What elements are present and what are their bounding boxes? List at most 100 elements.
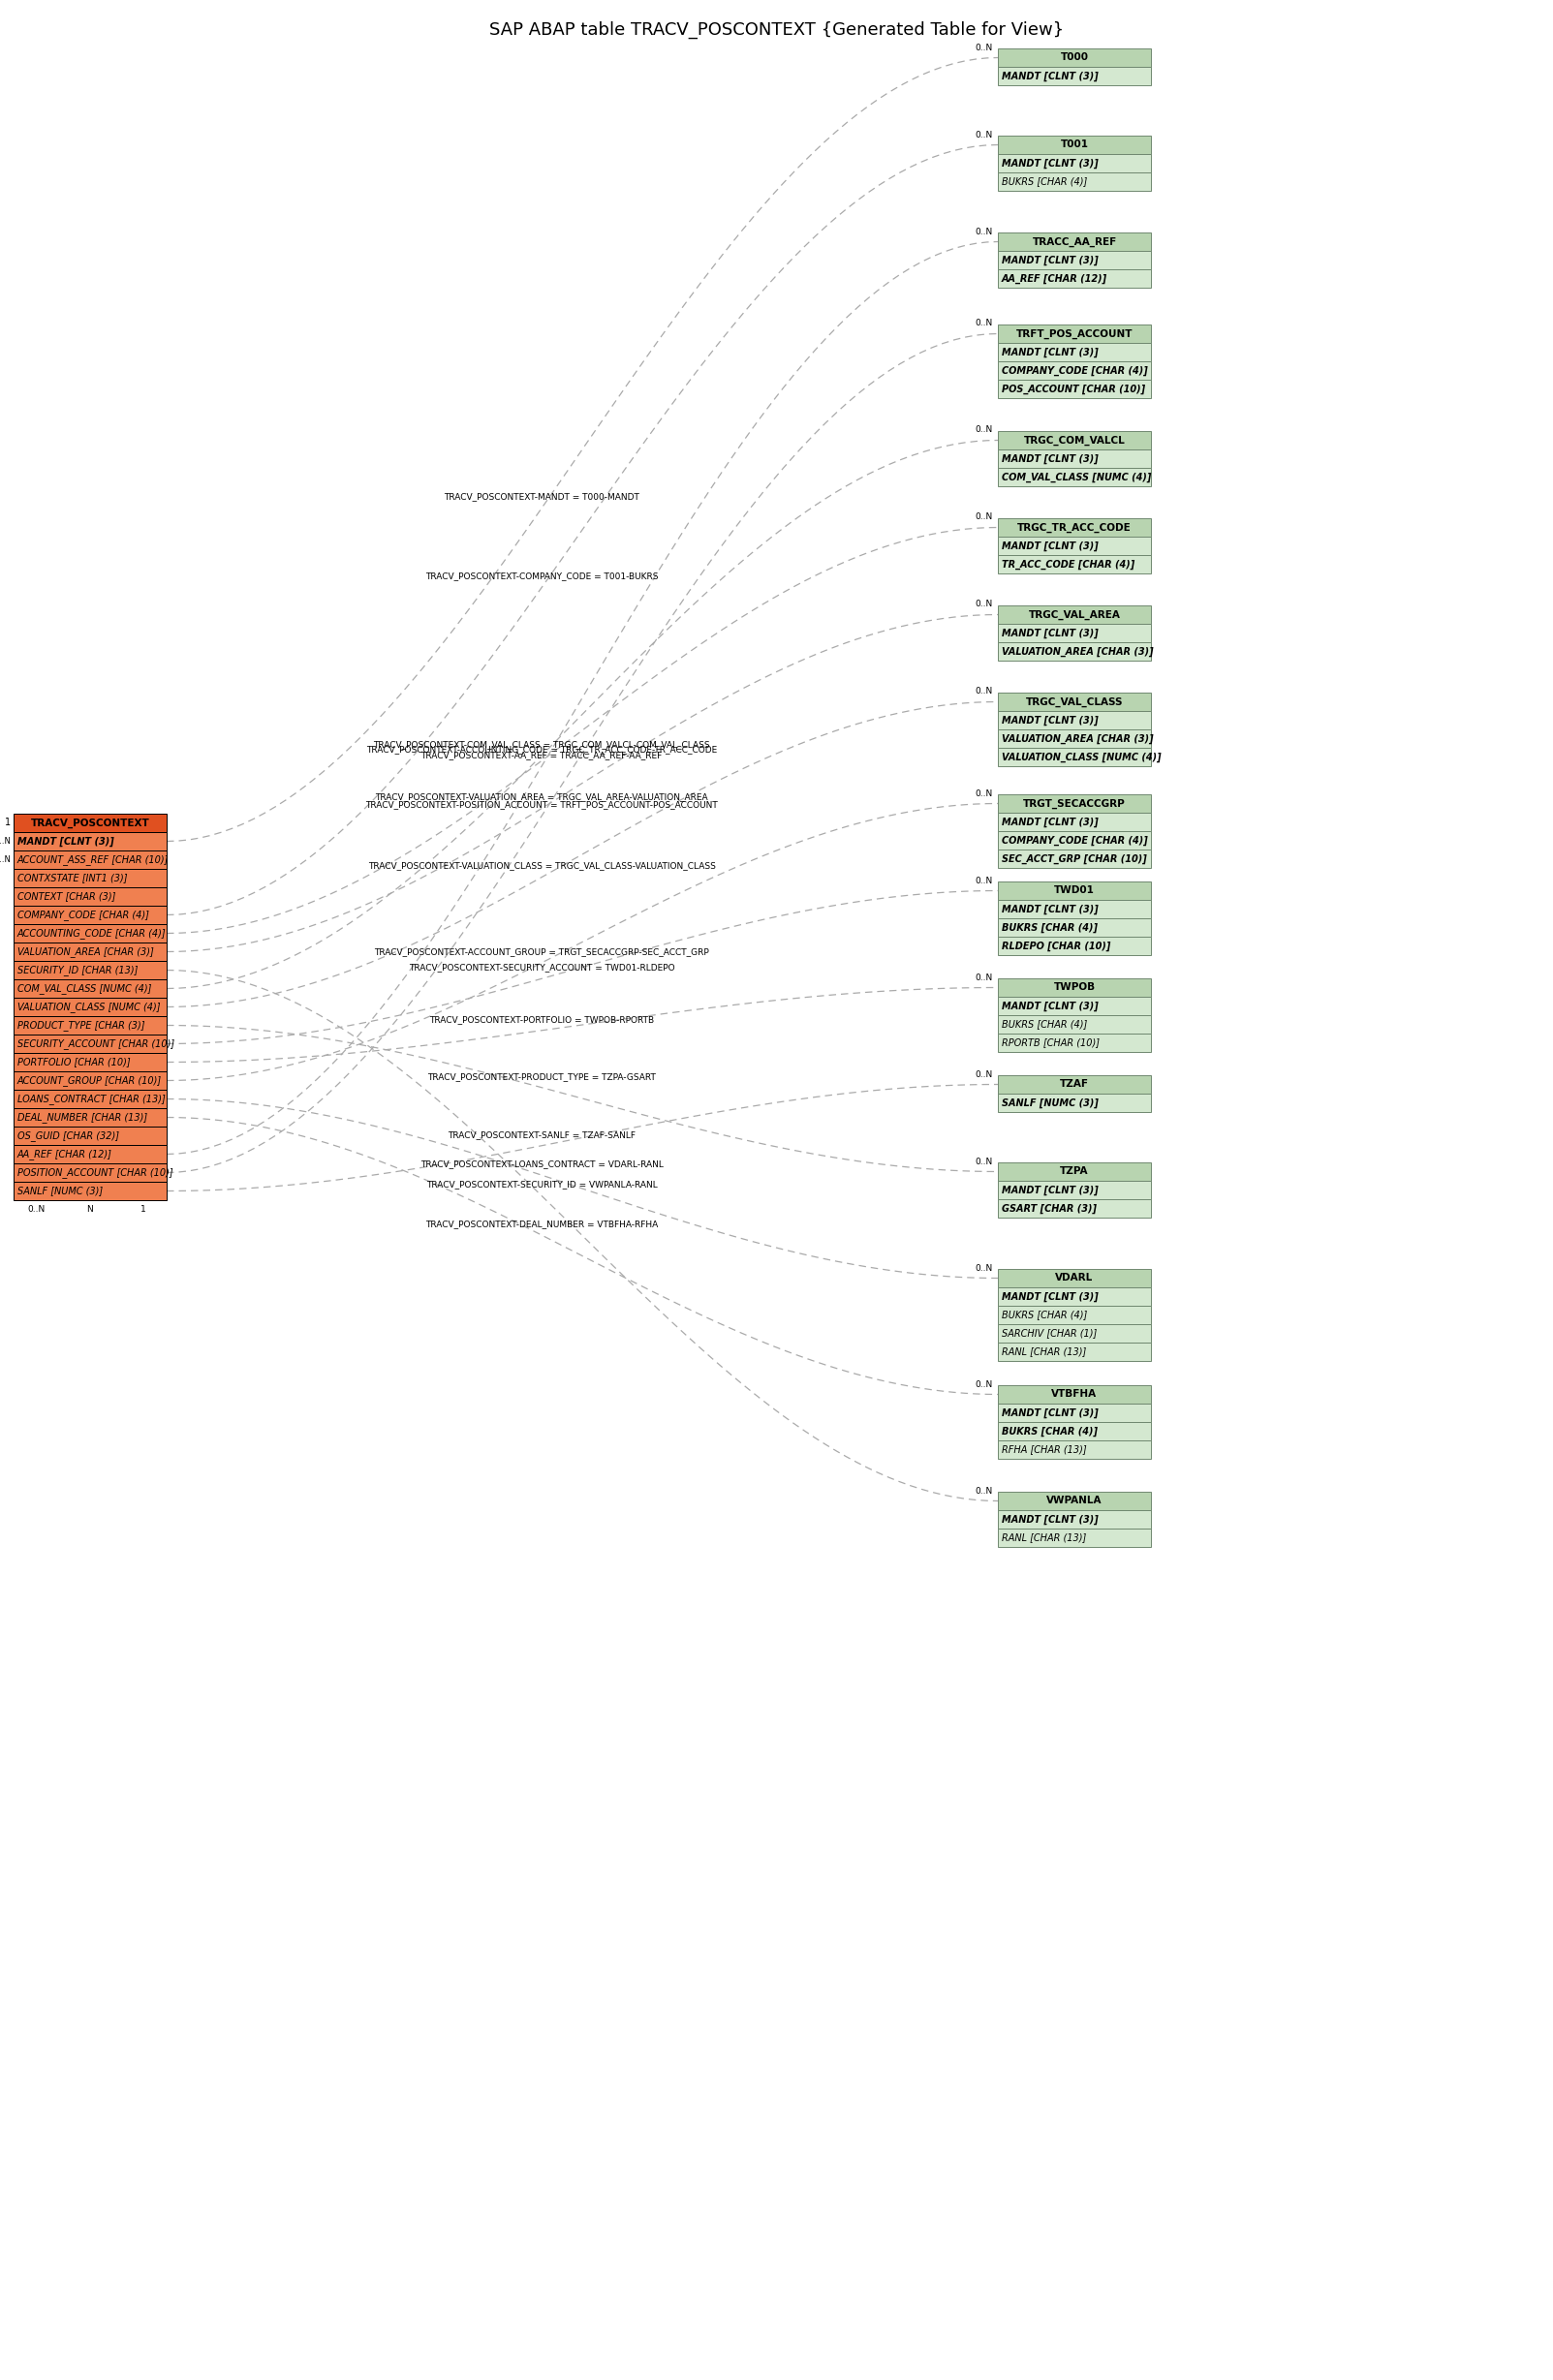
Text: BUKRS [CHAR (4)]: BUKRS [CHAR (4)]	[1002, 1426, 1098, 1435]
Bar	[999, 900, 1151, 919]
Bar	[14, 962, 166, 978]
Text: TRACV_POSCONTEXT-PRODUCT_TYPE = TZPA-GSART: TRACV_POSCONTEXT-PRODUCT_TYPE = TZPA-GSA…	[427, 1071, 655, 1081]
Bar	[14, 888, 166, 907]
Text: 0..N: 0..N	[975, 1157, 992, 1166]
Text: VALUATION_AREA [CHAR (3)]: VALUATION_AREA [CHAR (3)]	[1002, 733, 1154, 743]
Text: ACCOUNT_ASS_REF [CHAR (10)]: ACCOUNT_ASS_REF [CHAR (10)]	[17, 854, 169, 864]
Text: 0..N: 0..N	[975, 131, 992, 138]
Bar	[14, 942, 166, 962]
Text: 0..N: 0..N	[975, 514, 992, 521]
Text: N: N	[87, 1204, 93, 1214]
Bar	[999, 1016, 1151, 1033]
Text: TRACV_POSCONTEXT: TRACV_POSCONTEXT	[31, 819, 149, 828]
Bar	[999, 1421, 1151, 1440]
Text: 0..N: 0..N	[975, 426, 992, 436]
Text: SECURITY_ID [CHAR (13)]: SECURITY_ID [CHAR (13)]	[17, 964, 138, 976]
Text: AA_REF [CHAR (12)]: AA_REF [CHAR (12)]	[17, 1150, 112, 1159]
Text: TWD01: TWD01	[1054, 885, 1095, 895]
Bar	[999, 831, 1151, 850]
Text: CONTXSTATE [INT1 (3)]: CONTXSTATE [INT1 (3)]	[17, 873, 127, 883]
Text: TRACV_POSCONTEXT-AA_REF = TRACC_AA_REF-AA_REF: TRACV_POSCONTEXT-AA_REF = TRACC_AA_REF-A…	[421, 750, 663, 759]
Bar	[999, 324, 1151, 343]
Text: SECURITY_ACCOUNT [CHAR (10)]: SECURITY_ACCOUNT [CHAR (10)]	[17, 1038, 174, 1050]
Text: MANDT [CLNT (3)]: MANDT [CLNT (3)]	[1002, 904, 1098, 914]
Bar	[999, 795, 1151, 812]
Bar	[999, 1033, 1151, 1052]
Bar	[999, 1161, 1151, 1180]
Bar	[14, 997, 166, 1016]
Text: TRACV_POSCONTEXT-ACCOUNT_GROUP = TRGT_SECACCGRP-SEC_ACCT_GRP: TRACV_POSCONTEXT-ACCOUNT_GROUP = TRGT_SE…	[374, 947, 710, 957]
Bar	[999, 1492, 1151, 1511]
Text: MANDT [CLNT (3)]: MANDT [CLNT (3)]	[1002, 71, 1098, 81]
Text: MANDT [CLNT (3)]: MANDT [CLNT (3)]	[1002, 157, 1098, 169]
Text: TR_ACC_CODE [CHAR (4)]: TR_ACC_CODE [CHAR (4)]	[1002, 559, 1135, 569]
Text: COM_VAL_CLASS [NUMC (4)]: COM_VAL_CLASS [NUMC (4)]	[17, 983, 152, 995]
Bar	[14, 814, 166, 833]
Text: TRACV_POSCONTEXT-ACCOUNTING_CODE = TRGC_TR_ACC_CODE-TR_ACC_CODE: TRACV_POSCONTEXT-ACCOUNTING_CODE = TRGC_…	[367, 745, 717, 754]
Text: T001: T001	[1061, 140, 1089, 150]
Bar	[999, 269, 1151, 288]
Text: MANDT [CLNT (3)]: MANDT [CLNT (3)]	[1002, 1292, 1098, 1302]
Bar	[999, 536, 1151, 555]
Text: BUKRS [CHAR (4)]: BUKRS [CHAR (4)]	[1002, 176, 1087, 186]
Text: SARCHIV [CHAR (1)]: SARCHIV [CHAR (1)]	[1002, 1328, 1096, 1338]
Bar	[14, 1126, 166, 1145]
Bar	[999, 919, 1151, 938]
Text: TRGC_COM_VALCL: TRGC_COM_VALCL	[1023, 436, 1126, 445]
Bar	[14, 869, 166, 888]
Bar	[14, 1145, 166, 1164]
Bar	[14, 1164, 166, 1183]
Text: BUKRS [CHAR (4)]: BUKRS [CHAR (4)]	[1002, 923, 1098, 933]
Bar	[999, 450, 1151, 469]
Text: 1: 1	[141, 1204, 146, 1214]
Text: 0..N: 0..N	[975, 600, 992, 609]
Text: TRGC_VAL_CLASS: TRGC_VAL_CLASS	[1025, 697, 1123, 707]
Bar	[14, 907, 166, 923]
Bar	[999, 812, 1151, 831]
Text: VTBFHA: VTBFHA	[1051, 1390, 1098, 1399]
Text: TZPA: TZPA	[1061, 1166, 1089, 1176]
Text: PORTFOLIO [CHAR (10)]: PORTFOLIO [CHAR (10)]	[17, 1057, 130, 1066]
Text: CONTEXT [CHAR (3)]: CONTEXT [CHAR (3)]	[17, 892, 115, 902]
Text: MANDT [CLNT (3)]: MANDT [CLNT (3)]	[1002, 255, 1098, 264]
Text: MANDT [CLNT (3)]: MANDT [CLNT (3)]	[1002, 628, 1098, 638]
Bar	[14, 1090, 166, 1109]
Bar	[999, 1342, 1151, 1361]
Bar	[999, 693, 1151, 712]
Text: TRACV_POSCONTEXT-MANDT = T000-MANDT: TRACV_POSCONTEXT-MANDT = T000-MANDT	[444, 493, 640, 502]
Bar	[999, 250, 1151, 269]
Text: VWPANLA: VWPANLA	[1047, 1497, 1103, 1507]
Text: RPORTB [CHAR (10)]: RPORTB [CHAR (10)]	[1002, 1038, 1100, 1047]
Bar	[14, 1016, 166, 1035]
Text: TRACV_POSCONTEXT-VALUATION_AREA = TRGC_VAL_AREA-VALUATION_AREA: TRACV_POSCONTEXT-VALUATION_AREA = TRGC_V…	[376, 793, 708, 802]
Text: LOANS_CONTRACT [CHAR (13)]: LOANS_CONTRACT [CHAR (13)]	[17, 1095, 166, 1104]
Bar	[999, 643, 1151, 662]
Text: MANDT [CLNT (3)]: MANDT [CLNT (3)]	[1002, 816, 1098, 826]
Bar	[999, 155, 1151, 171]
Text: VALUATION_CLASS [NUMC (4)]: VALUATION_CLASS [NUMC (4)]	[1002, 752, 1162, 762]
Text: 0..N: 0..N	[0, 838, 11, 845]
Text: POS_ACCOUNT [CHAR (10)]: POS_ACCOUNT [CHAR (10)]	[1002, 383, 1145, 393]
Text: COM_VAL_CLASS [NUMC (4)]: COM_VAL_CLASS [NUMC (4)]	[1002, 471, 1151, 483]
Text: MANDT [CLNT (3)]: MANDT [CLNT (3)]	[1002, 1514, 1098, 1523]
Text: AA_REF [CHAR (12)]: AA_REF [CHAR (12)]	[1002, 274, 1107, 283]
Bar	[999, 624, 1151, 643]
Text: COMPANY_CODE [CHAR (4)]: COMPANY_CODE [CHAR (4)]	[17, 909, 149, 921]
Bar	[14, 1109, 166, 1126]
Text: TRACV_POSCONTEXT-SANLF = TZAF-SANLF: TRACV_POSCONTEXT-SANLF = TZAF-SANLF	[447, 1130, 635, 1140]
Text: 0..N: 0..N	[0, 854, 11, 864]
Text: TRACC_AA_REF: TRACC_AA_REF	[1033, 236, 1117, 248]
Text: TRACV_POSCONTEXT-LOANS_CONTRACT = VDARL-RANL: TRACV_POSCONTEXT-LOANS_CONTRACT = VDARL-…	[421, 1159, 663, 1169]
Bar	[999, 1307, 1151, 1323]
Text: TRACV_POSCONTEXT-VALUATION_CLASS = TRGC_VAL_CLASS-VALUATION_CLASS: TRACV_POSCONTEXT-VALUATION_CLASS = TRGC_…	[368, 862, 716, 871]
Bar	[999, 747, 1151, 766]
Text: 0..N: 0..N	[975, 319, 992, 328]
Bar	[999, 48, 1151, 67]
Text: SAP ABAP table TRACV_POSCONTEXT {Generated Table for View}: SAP ABAP table TRACV_POSCONTEXT {Generat…	[489, 21, 1064, 38]
Text: TRFT_POS_ACCOUNT: TRFT_POS_ACCOUNT	[1016, 328, 1132, 338]
Text: TRGT_SECACCGRP: TRGT_SECACCGRP	[1023, 800, 1126, 809]
Text: 1: 1	[5, 819, 11, 828]
Bar	[14, 923, 166, 942]
Text: MANDT [CLNT (3)]: MANDT [CLNT (3)]	[1002, 1409, 1098, 1418]
Text: MANDT [CLNT (3)]: MANDT [CLNT (3)]	[1002, 455, 1098, 464]
